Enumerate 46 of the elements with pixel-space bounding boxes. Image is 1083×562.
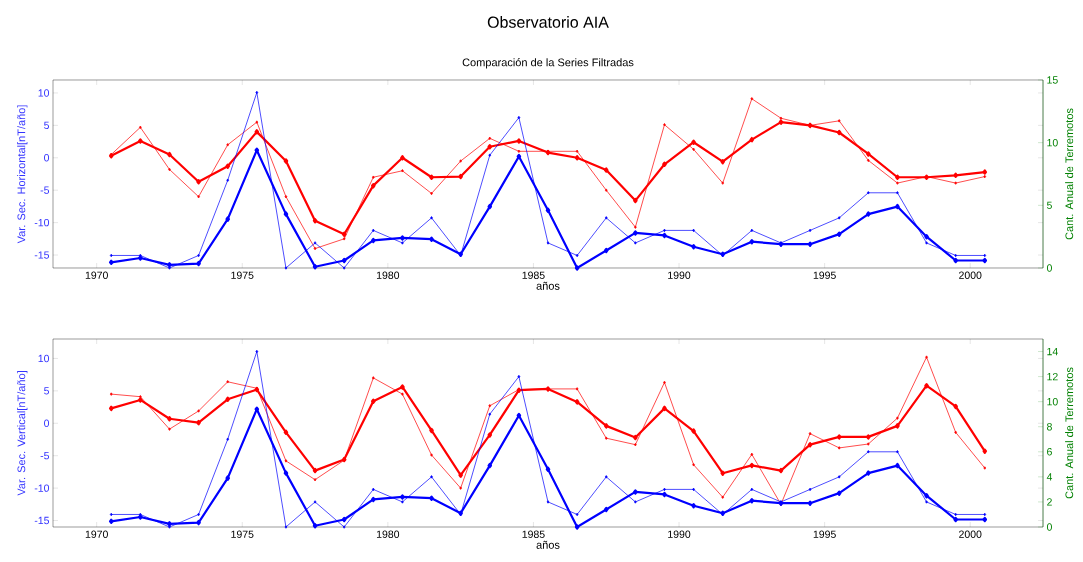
x-tick-label: 1970 [85,271,108,279]
x-tick-label: 2000 [959,530,982,538]
x-tick-label: 1970 [85,530,108,538]
y-tick-label: 10 [38,89,50,97]
x-tick-label: 1985 [522,530,545,538]
x-tick-label: 1975 [231,530,254,538]
x-tick-label: 1975 [231,271,254,279]
y-tick-label: -15 [34,251,50,259]
y2-tick-label: 2 [1047,498,1052,506]
y-tick-label: 0 [44,154,50,162]
y-tick-label: 5 [44,121,50,130]
y2-tick-label: 6 [1047,448,1052,456]
y2-tick-label: 0 [1046,264,1052,272]
x-tick-label: 1995 [813,271,836,279]
y-tick-label: -10 [34,484,50,492]
y2-tick-label: 4 [1046,473,1053,481]
x-axis-title: años [536,281,560,290]
y-axis-title: Var. Sec. Horizontal[nT/año] [17,105,28,244]
x-tick-label: 1990 [668,530,691,538]
y-tick-label: 5 [44,387,50,395]
y-tick-label: -5 [40,452,50,460]
x-axis-title: años [536,540,560,549]
y2-tick-label: 10 [1047,138,1058,147]
y2-tick-label: 10 [1047,397,1058,406]
y2-tick-label: 0 [1046,523,1052,531]
y2-tick-label: 12 [1047,372,1058,381]
y2-axis-title: Cant. Anual de Terremotos [1065,367,1074,499]
y2-tick-label: 15 [1047,76,1058,84]
y2-tick-label: 14 [1047,347,1058,356]
y2-tick-label: 5 [1046,201,1052,209]
y2-tick-label: 8 [1047,423,1052,431]
x-tick-label: 1980 [376,530,400,538]
chart-title: Observatorio AIA [487,16,609,28]
y-axis-title: Var. Sec. Vertical[nT/año] [17,371,28,496]
y-tick-label: 10 [38,354,50,363]
y-tick-label: -10 [34,218,50,227]
x-tick-label: 2000 [959,271,982,279]
x-tick-label: 1985 [522,271,545,279]
y-tick-label: -15 [34,516,50,525]
chart-subtitle: Comparación de la Series Filtradas [462,58,634,69]
y-tick-label: -5 [40,186,50,194]
x-tick-label: 1980 [376,271,400,279]
y-tick-label: 0 [44,419,50,427]
x-tick-label: 1990 [668,271,691,279]
y2-axis-title: Cant. Anual de Terremotos [1065,108,1074,240]
x-tick-label: 1995 [813,530,836,538]
